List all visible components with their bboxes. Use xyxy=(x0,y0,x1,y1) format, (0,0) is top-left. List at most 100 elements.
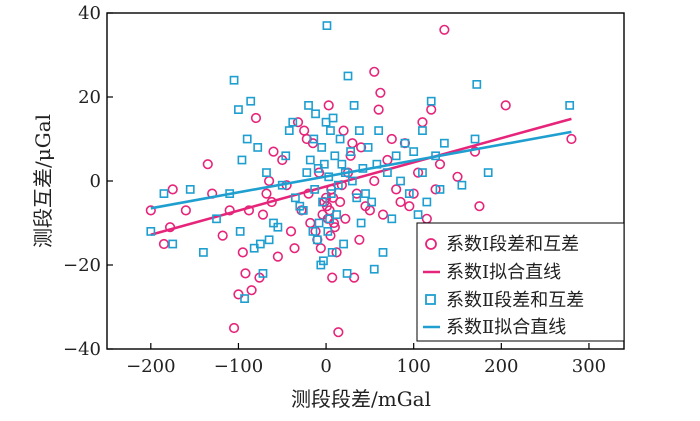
legend-marker-series1-circle xyxy=(425,238,437,250)
series2-point xyxy=(387,214,397,224)
series2-point xyxy=(404,189,414,198)
legend-box xyxy=(416,222,625,342)
series2-point xyxy=(342,268,352,278)
series2-point xyxy=(317,143,327,152)
series1-point xyxy=(375,87,386,98)
series1-point xyxy=(338,125,349,136)
series2-point xyxy=(258,268,268,278)
series2-point xyxy=(298,206,308,215)
series1-point xyxy=(240,268,251,279)
series2-point xyxy=(246,96,256,106)
fit-line-series-2 xyxy=(150,130,572,210)
series2-point xyxy=(311,109,320,119)
series2-point xyxy=(237,155,247,165)
series2-point xyxy=(470,134,480,144)
series2-point xyxy=(391,151,401,161)
series1-point xyxy=(202,159,213,170)
series1-point xyxy=(237,247,248,258)
series2-point xyxy=(273,222,283,232)
series1-point xyxy=(434,159,446,170)
series2-point xyxy=(363,143,373,152)
series2-point xyxy=(339,239,348,249)
x-axis-title: 测段段差/mGal xyxy=(291,387,431,411)
series2-point xyxy=(413,210,423,219)
series2-point xyxy=(374,126,384,135)
series1-point xyxy=(439,24,450,35)
series2-point xyxy=(212,214,221,224)
series2-point xyxy=(472,80,482,89)
series2-point xyxy=(318,197,327,207)
series2-point xyxy=(343,71,353,81)
series2-point xyxy=(335,134,345,144)
y-tick-label: 40 xyxy=(78,3,101,24)
legend-label-series1-fit: 系数Ⅰ拟合直线 xyxy=(446,262,561,283)
series1-point xyxy=(395,196,406,208)
series2-point xyxy=(264,235,274,245)
series1-point xyxy=(333,327,344,338)
series2-point xyxy=(312,235,322,245)
series2-point xyxy=(439,138,449,148)
series2-point xyxy=(396,176,405,186)
series1-point xyxy=(327,272,338,283)
series2-point xyxy=(326,189,336,198)
series2-point xyxy=(284,126,294,135)
series1-point xyxy=(323,100,334,111)
series2-point xyxy=(321,117,331,127)
series2-point xyxy=(400,138,410,148)
series2-point xyxy=(349,101,359,110)
series2-point xyxy=(229,75,239,85)
series1-point xyxy=(404,201,415,212)
series2-point xyxy=(347,176,357,186)
series2-point xyxy=(346,147,356,156)
series1-point xyxy=(289,243,300,254)
series1-point xyxy=(264,175,275,187)
series2-point xyxy=(422,197,432,207)
y-tick-label: 0 xyxy=(90,171,101,192)
y-tick-label: −20 xyxy=(63,255,101,276)
series2-point xyxy=(326,126,335,135)
series2-point xyxy=(383,168,392,177)
series2-point xyxy=(146,227,156,236)
x-tick-label: 0 xyxy=(320,356,331,377)
series1-point xyxy=(180,205,191,216)
series1-point xyxy=(246,285,257,296)
legend-marker-series2-square xyxy=(425,294,436,305)
legend-label-series2-fit: 系数Ⅱ拟合直线 xyxy=(446,317,566,338)
series2-point xyxy=(185,185,195,194)
series2-point xyxy=(302,168,312,177)
series2-point xyxy=(240,294,249,303)
series2-point xyxy=(255,239,265,249)
x-tick-label: 200 xyxy=(484,356,518,377)
series2-point xyxy=(319,256,328,266)
series2-point xyxy=(409,147,419,156)
series1-point xyxy=(354,234,365,245)
series2-point xyxy=(305,155,315,165)
series2-point xyxy=(159,189,169,198)
series1-point xyxy=(305,217,316,229)
series1-point xyxy=(566,133,577,145)
series2-point xyxy=(332,210,341,219)
chart-marks-layer xyxy=(145,21,577,338)
series2-point xyxy=(322,21,332,30)
series2-point xyxy=(356,218,366,228)
series2-point xyxy=(308,227,318,236)
series1-point xyxy=(373,104,384,115)
series2-point xyxy=(369,264,379,274)
series2-point xyxy=(435,185,445,194)
series2-point xyxy=(367,197,377,207)
series2-point xyxy=(304,101,313,110)
legend-label-series1: 系数Ⅰ段差和互差 xyxy=(446,234,579,255)
series1-point xyxy=(243,205,255,216)
series2-point xyxy=(337,159,347,169)
fit-line-series-1 xyxy=(150,117,572,237)
series2-point xyxy=(262,168,271,177)
series1-point xyxy=(257,209,269,220)
series1-point xyxy=(356,142,367,153)
series1-point xyxy=(382,154,393,166)
series2-point xyxy=(323,227,333,236)
series1-point xyxy=(417,117,428,128)
series1-point xyxy=(167,184,178,195)
series2-point xyxy=(309,134,319,144)
series2-point xyxy=(418,168,427,177)
